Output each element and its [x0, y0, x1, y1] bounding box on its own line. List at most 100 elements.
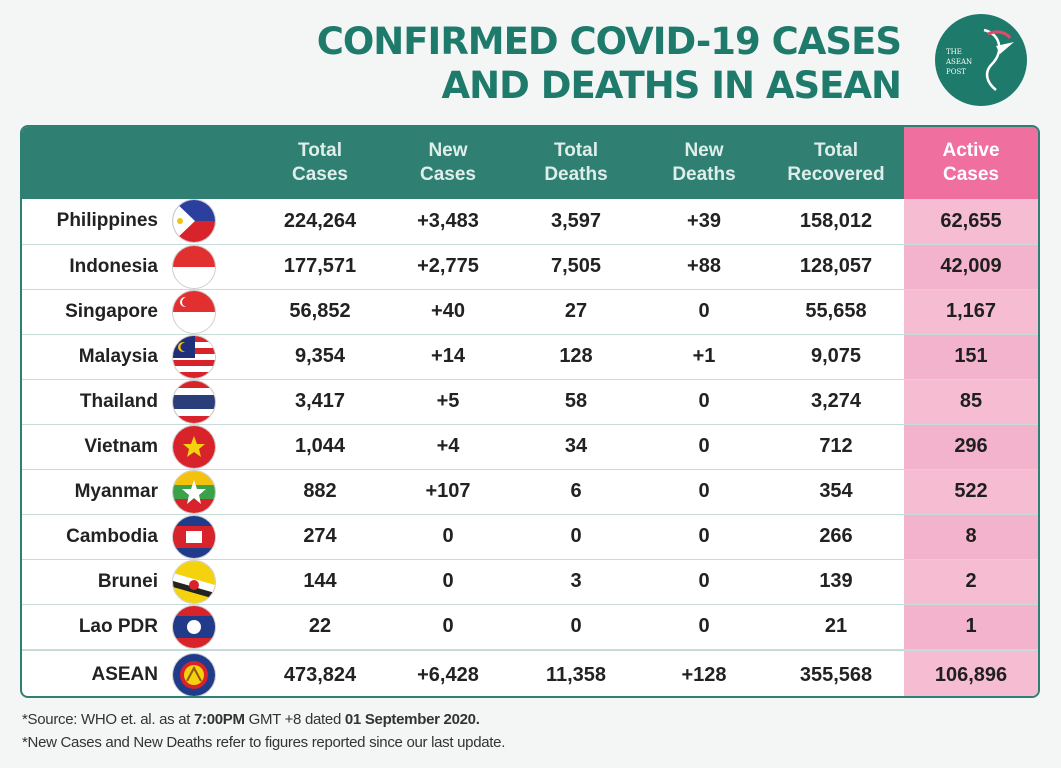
country-name: Thailand	[79, 390, 158, 412]
myanmar-flag-icon	[172, 469, 216, 514]
cell-active: 296	[904, 424, 1038, 469]
cell-recovered: 128,057	[799, 255, 873, 277]
country-name: Indonesia	[69, 255, 158, 277]
cell-total-deaths: 0	[570, 525, 582, 547]
cell-total-cases: 22	[308, 615, 332, 637]
cell-recovered: 354	[819, 480, 853, 502]
cell-new-deaths: +88	[687, 255, 721, 277]
cell-new-cases: +40	[431, 300, 465, 322]
cell-new-cases: 0	[442, 525, 454, 547]
cell-total-cases: 177,571	[283, 255, 357, 277]
cell-new-cases: 0	[442, 615, 454, 637]
cell-total-deaths: 34	[564, 435, 588, 457]
flag-cell	[172, 334, 256, 379]
cell-total-cases: 224,264	[283, 209, 357, 232]
cell-total-cases: 882	[303, 480, 337, 502]
cell-new-cases: +14	[431, 345, 465, 367]
cell-total-cases: 473,824	[283, 663, 357, 686]
title-line-2: AND DEATHS IN ASEAN	[441, 64, 902, 107]
cell-total-cases: 1,044	[294, 435, 346, 457]
table-row: Cambodia 274 0 0 0 266 8	[22, 514, 1038, 559]
cell-new-cases: +3,483	[417, 209, 479, 232]
brunei-flag-icon	[172, 559, 216, 604]
cell-active: 42,009	[904, 244, 1038, 289]
cambodia-flag-icon	[172, 514, 216, 559]
cell-active: 85	[904, 379, 1038, 424]
country-name: ASEAN	[91, 664, 158, 685]
header-new-cases: New Cases	[420, 140, 476, 185]
country-name: Malaysia	[78, 345, 158, 367]
cell-total-deaths: 58	[564, 390, 588, 412]
flag-cell	[172, 244, 256, 289]
cell-recovered: 21	[824, 615, 848, 637]
header-total-cases: Total Cases	[292, 140, 348, 185]
table-row: Lao PDR 22 0 0 0 21 1	[22, 604, 1038, 650]
cell-new-deaths: 0	[698, 390, 710, 412]
cell-new-deaths: 0	[698, 615, 710, 637]
cell-new-cases: +2,775	[417, 255, 479, 277]
cell-total-cases: 3,417	[294, 390, 346, 412]
thailand-flag-icon	[172, 379, 216, 424]
table-header-row: Total Cases New Cases Total Deaths New Death…	[22, 127, 1038, 199]
cell-new-deaths: +1	[692, 345, 716, 367]
malaysia-flag-icon	[172, 334, 216, 379]
table-row: Singapore 56,852 +40 27 0 55,658 1,167	[22, 289, 1038, 334]
cell-total-cases: 144	[303, 570, 337, 592]
country-name: Vietnam	[84, 435, 158, 457]
vietnam-flag-icon	[172, 424, 216, 469]
table-row: Philippines 224,264 +3,483 3,597 +39 158,012 6…	[22, 199, 1038, 244]
cell-total-cases: 274	[303, 525, 337, 547]
country-name: Lao PDR	[78, 615, 158, 637]
table-row: Vietnam 1,044 +4 34 0 712 296	[22, 424, 1038, 469]
page-title: CONFIRMED COVID-19 CASES AND DEATHS IN A…	[317, 20, 902, 108]
country-name: Myanmar	[74, 480, 158, 502]
flag-cell	[172, 604, 256, 650]
table-row: Myanmar 882 +107 6 0 354 522	[22, 469, 1038, 514]
cell-new-deaths: 0	[698, 435, 710, 457]
asean-post-logo: THE ASEAN POST	[926, 12, 1036, 108]
cell-recovered: 355,568	[799, 663, 873, 686]
cell-active: 522	[904, 469, 1038, 514]
cell-total-deaths: 11,358	[545, 663, 607, 686]
svg-text:THE: THE	[946, 48, 962, 56]
cell-recovered: 158,012	[799, 209, 873, 232]
cell-recovered: 712	[819, 435, 853, 457]
cell-total-deaths: 3	[570, 570, 582, 592]
header-total-deaths: Total Deaths	[544, 140, 608, 185]
cell-total-deaths: 128	[559, 345, 593, 367]
table-row: Malaysia 9,354 +14 128 +1 9,075 151	[22, 334, 1038, 379]
flag-cell	[172, 379, 256, 424]
cell-recovered: 266	[819, 525, 853, 547]
svg-text:POST: POST	[946, 68, 966, 76]
cell-total-cases: 56,852	[289, 300, 351, 322]
cell-total-deaths: 0	[570, 615, 582, 637]
cell-new-deaths: 0	[698, 300, 710, 322]
cell-new-cases: +4	[436, 435, 460, 457]
cell-active: 1,167	[904, 289, 1038, 334]
cell-active: 1	[904, 604, 1038, 650]
svg-text:ASEAN: ASEAN	[945, 58, 972, 66]
cell-total-deaths: 27	[564, 300, 588, 322]
cell-new-deaths: +128	[681, 663, 727, 686]
cell-new-deaths: 0	[698, 525, 710, 547]
philippines-flag-icon	[172, 199, 216, 244]
cell-new-cases: +107	[425, 480, 471, 502]
country-name: Cambodia	[66, 525, 158, 547]
cell-total-deaths: 7,505	[550, 255, 602, 277]
cell-total-deaths: 3,597	[550, 209, 602, 232]
footnote-source: *Source: WHO et. al. as at 7:00PM GMT +8…	[22, 711, 480, 728]
cell-active: 151	[904, 334, 1038, 379]
indonesia-flag-icon	[172, 244, 216, 289]
table-row: Indonesia 177,571 +2,775 7,505 +88 128,057 42,…	[22, 244, 1038, 289]
covid-table: Total Cases New Cases Total Deaths New Death…	[20, 125, 1040, 698]
cell-total-deaths: 6	[570, 480, 582, 502]
cell-new-cases: +6,428	[417, 663, 479, 686]
cell-new-cases: +5	[436, 390, 460, 412]
flag-cell	[172, 559, 256, 604]
cell-recovered: 3,274	[810, 390, 862, 412]
cell-new-deaths: +39	[687, 209, 721, 232]
footnotes: *Source: WHO et. al. as at 7:00PM GMT +8…	[22, 708, 505, 754]
table-total-row: ASEAN 473,824 +6,428 11,358 +128 355,568 106,8…	[22, 649, 1038, 696]
country-name: Brunei	[97, 570, 158, 592]
cell-recovered: 9,075	[810, 345, 862, 367]
